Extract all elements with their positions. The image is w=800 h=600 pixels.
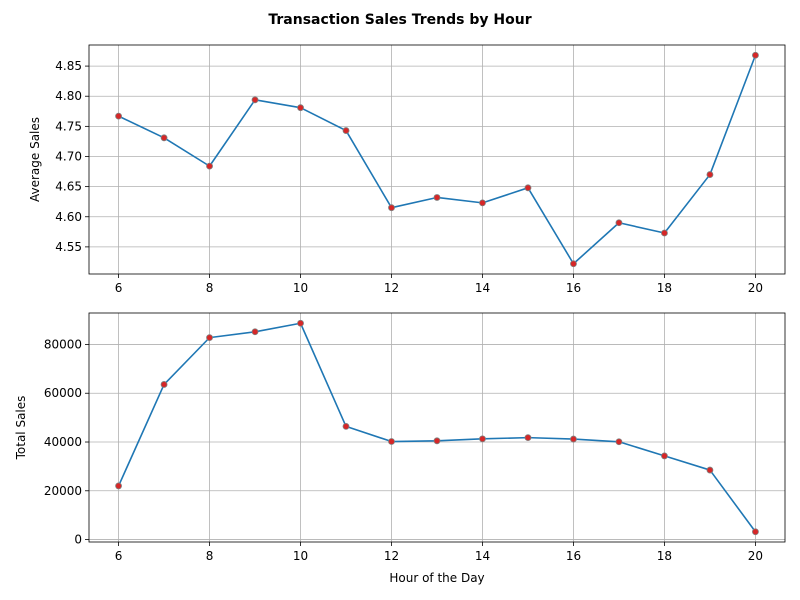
data-point: [297, 104, 304, 112]
data-point: [206, 162, 213, 170]
data-point: [433, 194, 441, 201]
data-point: [342, 127, 350, 134]
series-line: [117, 322, 757, 533]
y-tick-label: 4.70: [55, 149, 82, 163]
data-point: [661, 229, 668, 237]
data-point: [479, 199, 486, 207]
y-tick-label: 4.75: [55, 119, 82, 133]
data-point: [752, 528, 759, 536]
x-tick-label: 12: [384, 549, 399, 563]
y-tick-label: 4.80: [55, 89, 82, 103]
x-tick-label: 20: [748, 549, 763, 563]
data-point: [160, 134, 168, 142]
data-point: [479, 435, 486, 443]
axes-frame: [88, 312, 786, 543]
data-point: [206, 334, 213, 342]
data-point: [524, 184, 532, 192]
total-sales-subplot: 6 8 10 12 14 16 18 20 0 20000 40000 60000 80000 Total…: [14, 312, 786, 585]
data-point: [570, 260, 577, 268]
data-point: [615, 219, 623, 227]
data-point: [570, 435, 577, 443]
x-tick-label: 10: [293, 549, 308, 563]
data-point: [297, 319, 304, 327]
y-tick-label: 4.55: [55, 240, 82, 254]
x-tick-label: 18: [657, 549, 672, 563]
y-tick-label: 60000: [44, 386, 82, 400]
data-point: [706, 171, 714, 178]
x-axis-label: Hour of the Day: [389, 571, 484, 585]
data-point: [251, 96, 259, 104]
x-tick-label: 8: [206, 281, 214, 295]
x-tick-label: 14: [475, 549, 490, 563]
data-point: [388, 204, 395, 212]
data-point: [433, 437, 441, 445]
y-tick-label: 0: [74, 533, 82, 547]
x-tick-label: 14: [475, 281, 490, 295]
data-point: [661, 452, 668, 460]
data-point: [388, 438, 395, 445]
x-tick-label: 8: [206, 549, 214, 563]
data-point: [752, 51, 759, 59]
x-tick-label: 12: [384, 281, 399, 295]
data-point: [615, 438, 623, 446]
y-tick-label: 4.65: [55, 180, 82, 194]
y-tick-label: 20000: [44, 484, 82, 498]
data-point: [115, 482, 122, 490]
x-tick-label: 6: [115, 281, 123, 295]
data-point: [706, 466, 714, 474]
data-point: [524, 434, 532, 442]
data-point: [251, 328, 259, 336]
figure-title: Transaction Sales Trends by Hour: [268, 12, 531, 28]
x-tick-label: 16: [566, 281, 581, 295]
x-tick-label: 18: [657, 281, 672, 295]
y-tick-label: 80000: [44, 337, 82, 351]
data-point: [160, 381, 168, 388]
y-tick-label: 4.60: [55, 210, 82, 224]
y-tick-label: 40000: [44, 435, 82, 449]
x-tick-label: 20: [748, 281, 763, 295]
y-tick-label: 4.85: [55, 59, 82, 73]
data-point: [342, 423, 350, 430]
series-line: [118, 54, 757, 265]
y-axis-label: Average Sales: [28, 117, 42, 202]
axes-frame: [88, 44, 786, 275]
x-tick-label: 6: [115, 549, 123, 563]
x-tick-label: 16: [566, 549, 581, 563]
data-point: [115, 112, 122, 120]
y-axis-label: Total Sales: [14, 396, 28, 461]
average-sales-subplot: 6 8 10 12 14 16 18 20 4.55 4.60 4.65 4.70 4.75 4.80 4.…: [28, 44, 786, 295]
x-tick-label: 10: [293, 281, 308, 295]
